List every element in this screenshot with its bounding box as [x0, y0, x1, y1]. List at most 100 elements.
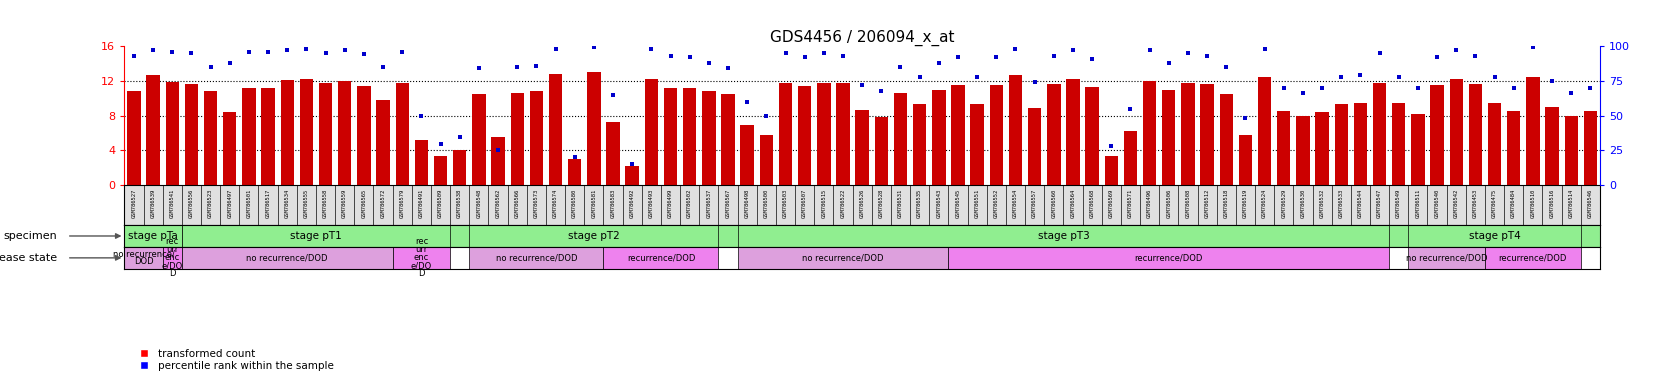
- Point: [1269, 85, 1296, 91]
- Bar: [623, 185, 641, 225]
- Text: GSM786566: GSM786566: [514, 189, 519, 218]
- Point: [1327, 74, 1354, 80]
- Bar: [434, 156, 447, 185]
- Point: [1423, 54, 1450, 60]
- Point: [235, 48, 262, 55]
- Point: [139, 47, 166, 53]
- Bar: [472, 94, 486, 185]
- Bar: [300, 79, 313, 185]
- Point: [159, 48, 186, 55]
- Bar: [1448, 79, 1461, 185]
- Point: [370, 64, 396, 70]
- Point: [1079, 56, 1105, 62]
- Text: GSM786547: GSM786547: [1377, 189, 1382, 218]
- Bar: [1044, 185, 1062, 225]
- Text: GSM786492: GSM786492: [630, 189, 635, 218]
- Text: rec
urr
enc
e/DO
D: rec urr enc e/DO D: [161, 237, 182, 278]
- Point: [1135, 47, 1162, 53]
- Bar: [1564, 116, 1577, 185]
- Point: [810, 50, 837, 56]
- Bar: [1410, 114, 1423, 185]
- Bar: [431, 185, 449, 225]
- Text: GSM786515: GSM786515: [820, 189, 825, 218]
- Point: [1021, 79, 1047, 85]
- Point: [1173, 50, 1200, 56]
- Text: GSM786583: GSM786583: [610, 189, 615, 218]
- Bar: [1468, 84, 1481, 185]
- Point: [1231, 115, 1258, 121]
- Text: no recurrence/DOD: no recurrence/DOD: [495, 253, 577, 262]
- Bar: [717, 185, 737, 225]
- Bar: [1234, 185, 1254, 225]
- Text: GSM786573: GSM786573: [534, 189, 539, 218]
- Bar: [948, 247, 1389, 269]
- Bar: [1120, 185, 1140, 225]
- Text: GSM786542: GSM786542: [1453, 189, 1458, 218]
- Text: specimen: specimen: [3, 231, 58, 241]
- Point: [1480, 74, 1506, 80]
- Bar: [376, 100, 389, 185]
- Bar: [1526, 76, 1539, 185]
- Text: GSM786530: GSM786530: [1299, 189, 1304, 218]
- Bar: [144, 185, 162, 225]
- Text: GSM786502: GSM786502: [686, 189, 691, 218]
- Text: GSM786517: GSM786517: [265, 189, 270, 218]
- Bar: [449, 185, 469, 225]
- Text: GSM786580: GSM786580: [572, 189, 577, 218]
- Bar: [1579, 185, 1599, 225]
- Point: [790, 54, 817, 60]
- Bar: [1258, 78, 1271, 185]
- Bar: [262, 88, 275, 185]
- Bar: [1541, 185, 1561, 225]
- Text: GSM786562: GSM786562: [495, 189, 500, 218]
- Point: [696, 60, 722, 66]
- Point: [580, 45, 606, 51]
- Bar: [200, 185, 220, 225]
- Text: recurrence/DOD: recurrence/DOD: [626, 253, 694, 262]
- Text: GSM786484: GSM786484: [1510, 189, 1514, 218]
- Bar: [490, 137, 504, 185]
- Bar: [469, 247, 603, 269]
- Bar: [779, 83, 792, 185]
- Text: GSM786475: GSM786475: [1491, 189, 1496, 218]
- Bar: [913, 104, 926, 185]
- Bar: [737, 185, 756, 225]
- Bar: [1407, 185, 1427, 225]
- Bar: [1331, 185, 1350, 225]
- Text: GSM786500: GSM786500: [764, 189, 769, 218]
- Text: GSM786574: GSM786574: [553, 189, 558, 218]
- Text: GSM786532: GSM786532: [1319, 189, 1324, 218]
- Text: GSM786509: GSM786509: [437, 189, 442, 218]
- Point: [1385, 74, 1412, 80]
- Point: [925, 60, 951, 66]
- Text: GSM786518: GSM786518: [1223, 189, 1228, 218]
- Bar: [663, 88, 676, 185]
- Text: GSM786535: GSM786535: [916, 189, 921, 218]
- Bar: [224, 112, 237, 185]
- Point: [1307, 85, 1334, 91]
- Text: GSM786538: GSM786538: [457, 189, 462, 218]
- Bar: [683, 88, 696, 185]
- Bar: [220, 185, 239, 225]
- Text: GSM786499: GSM786499: [668, 189, 673, 218]
- Bar: [603, 185, 623, 225]
- Title: GDS4456 / 206094_x_at: GDS4456 / 206094_x_at: [769, 30, 954, 46]
- Bar: [1407, 247, 1485, 269]
- Bar: [507, 185, 527, 225]
- Bar: [1082, 185, 1100, 225]
- Bar: [1162, 89, 1175, 185]
- Text: no recurrence/DOD: no recurrence/DOD: [1405, 253, 1486, 262]
- Text: GSM786516: GSM786516: [1549, 189, 1554, 218]
- Point: [1403, 85, 1430, 91]
- Text: GSM786529: GSM786529: [1281, 189, 1286, 218]
- Text: GSM786539: GSM786539: [151, 189, 156, 218]
- Bar: [969, 104, 983, 185]
- Text: GSM786548: GSM786548: [476, 189, 481, 218]
- Text: GSM786555: GSM786555: [303, 189, 308, 218]
- Text: GSM786579: GSM786579: [399, 189, 404, 218]
- Bar: [124, 225, 182, 247]
- Text: recurrence/DOD: recurrence/DOD: [1498, 253, 1566, 262]
- Bar: [182, 185, 200, 225]
- Bar: [568, 159, 582, 185]
- Text: GSM786545: GSM786545: [954, 189, 959, 218]
